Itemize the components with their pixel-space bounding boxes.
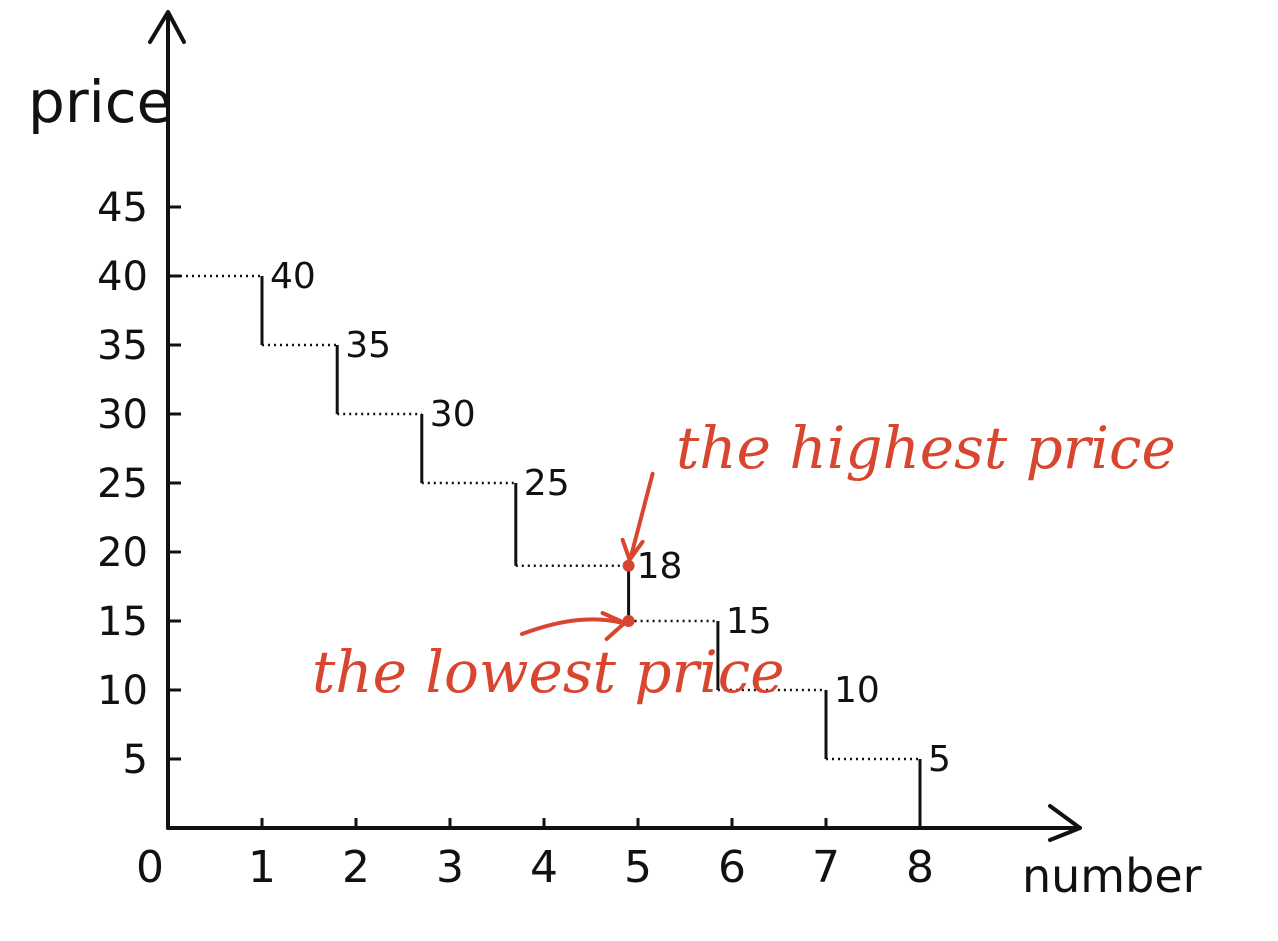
y-tick-label: 25	[97, 461, 148, 507]
x-tick-label: 0	[136, 842, 164, 893]
x-tick-label: 6	[718, 842, 746, 893]
step-price-label: 10	[834, 670, 880, 711]
y-axis-title: price	[28, 68, 172, 136]
y-tick-label: 40	[97, 254, 148, 300]
highest-price-label: the highest price	[676, 414, 1176, 482]
x-tick-label: 1	[248, 842, 276, 893]
y-tick-label: 30	[97, 392, 148, 438]
step-price-label: 30	[430, 394, 476, 435]
x-axis-arrowhead	[1048, 804, 1082, 842]
y-ticks: 5 10 15 20 25 30 35 40 45	[97, 185, 181, 783]
axes	[148, 10, 1082, 842]
y-tick-label: 35	[97, 323, 148, 369]
x-tick-label: 4	[530, 842, 558, 893]
highest-price-arrowhead	[620, 537, 645, 562]
y-axis-arrowhead	[148, 10, 186, 44]
lowest-price-label: the lowest price	[312, 638, 785, 706]
x-ticks: 0 1 2 3 4 5 6 7 8	[136, 818, 934, 893]
x-axis-title: number	[1022, 849, 1202, 903]
annotations: the highest price the lowest price	[312, 414, 1176, 706]
step-price-label: 35	[345, 325, 391, 366]
y-tick-label: 45	[97, 185, 148, 231]
highest-price-arrow	[628, 471, 655, 560]
lowest-price-arrow	[520, 617, 625, 636]
y-tick-label: 10	[97, 668, 148, 714]
step-price-label: 5	[928, 739, 951, 780]
step-price-label: 15	[726, 601, 772, 642]
x-tick-label: 3	[436, 842, 464, 893]
step-price-label: 40	[270, 256, 316, 297]
x-tick-label: 2	[342, 842, 370, 893]
x-tick-label: 8	[906, 842, 934, 893]
highest-price-point	[622, 559, 635, 572]
step-price-label: 18	[637, 546, 683, 587]
lowest-price-arrowhead	[600, 611, 627, 641]
y-tick-label: 20	[97, 530, 148, 576]
y-tick-label: 15	[97, 599, 148, 645]
x-tick-label: 7	[812, 842, 840, 893]
x-tick-label: 5	[624, 842, 652, 893]
y-tick-label: 5	[123, 737, 148, 783]
step-price-label: 25	[524, 463, 570, 504]
price-steps: 40 35 30 25 18 15 10 5	[168, 256, 951, 828]
